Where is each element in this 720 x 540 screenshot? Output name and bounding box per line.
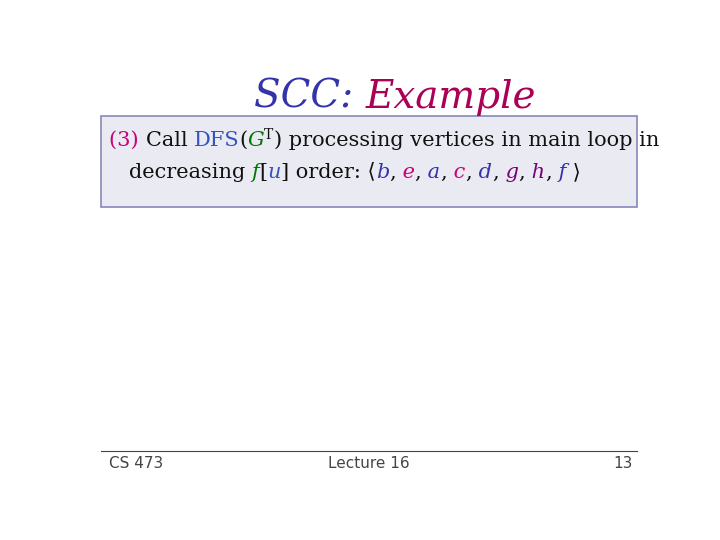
Text: ,: , xyxy=(389,163,395,182)
Text: (3): (3) xyxy=(109,131,145,150)
Text: ,: , xyxy=(415,163,421,182)
Text: ⟩: ⟩ xyxy=(567,163,581,182)
Text: a: a xyxy=(421,163,441,182)
Text: ,: , xyxy=(465,163,472,182)
FancyBboxPatch shape xyxy=(101,117,637,207)
Text: ,: , xyxy=(518,163,526,182)
Text: 13: 13 xyxy=(613,456,632,471)
Text: SCC:: SCC: xyxy=(253,79,365,116)
Text: b: b xyxy=(376,163,389,182)
Text: Lecture 16: Lecture 16 xyxy=(328,456,410,471)
Text: ] order: ⟨: ] order: ⟨ xyxy=(281,163,376,182)
Text: ,: , xyxy=(545,163,552,182)
Text: Example: Example xyxy=(365,79,536,116)
Text: DFS: DFS xyxy=(194,131,240,150)
Text: (: ( xyxy=(240,131,248,150)
Text: u: u xyxy=(268,163,281,182)
Text: CS 473: CS 473 xyxy=(109,456,163,471)
Text: f: f xyxy=(552,163,567,182)
Text: c: c xyxy=(447,163,465,182)
Text: G: G xyxy=(248,131,264,150)
Text: ,: , xyxy=(441,163,447,182)
Text: ) processing vertices in main loop in: ) processing vertices in main loop in xyxy=(274,131,659,150)
Text: decreasing: decreasing xyxy=(129,163,251,182)
Text: g: g xyxy=(499,163,518,182)
Text: [: [ xyxy=(259,163,268,182)
Text: Call: Call xyxy=(145,131,194,150)
Text: e: e xyxy=(395,163,415,182)
Text: ,: , xyxy=(492,163,499,182)
Text: T: T xyxy=(264,128,274,142)
Text: h: h xyxy=(526,163,545,182)
Text: f: f xyxy=(251,163,259,182)
Text: d: d xyxy=(472,163,492,182)
